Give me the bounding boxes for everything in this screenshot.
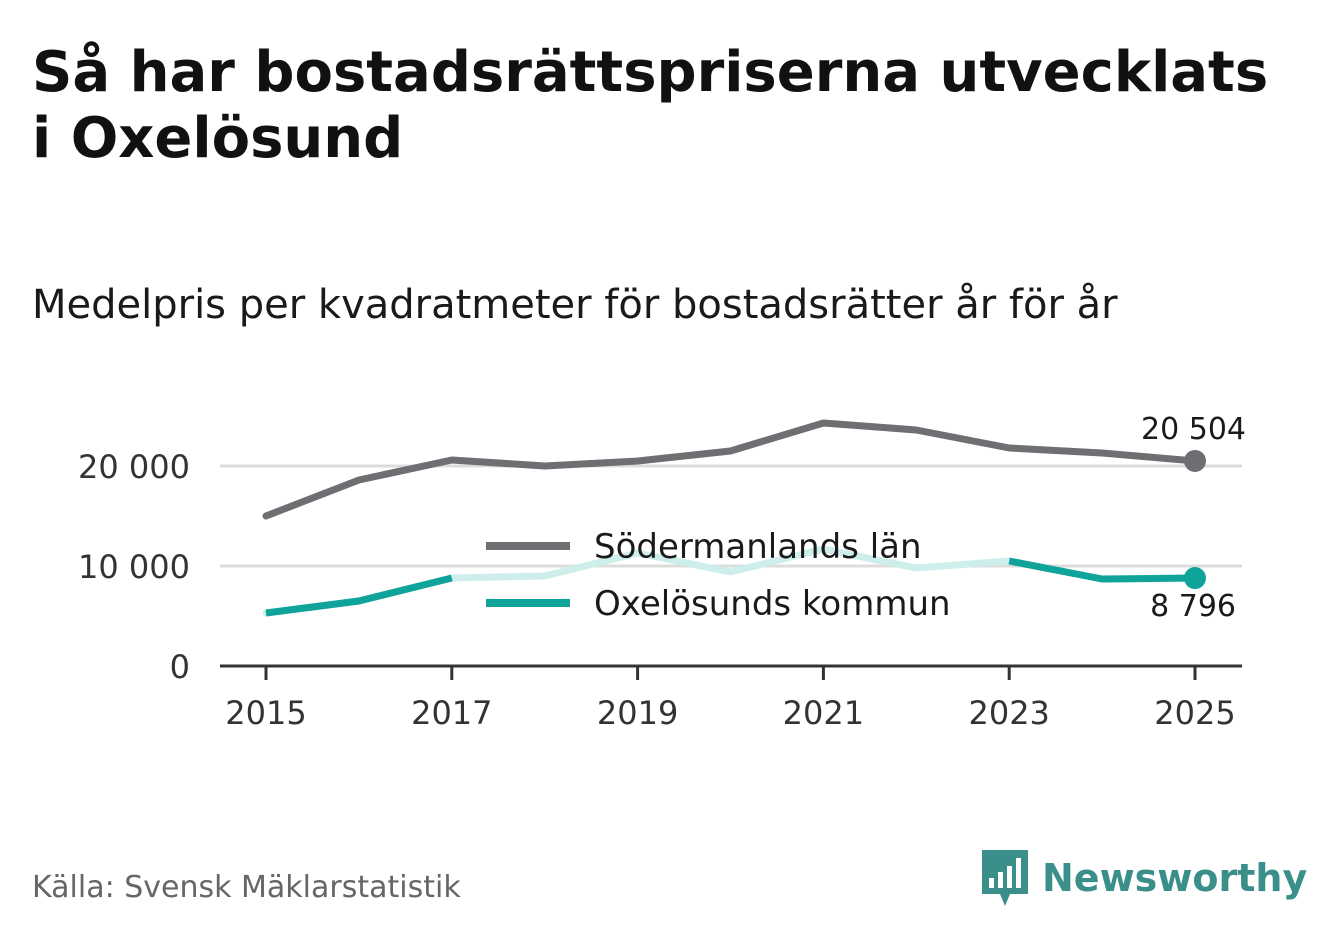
end-labels: 20 504 8 796: [1141, 412, 1246, 624]
series-line-1-segment: [265, 574, 453, 617]
x-tick-label: 2021: [783, 694, 864, 732]
series-end-point-0: [1184, 449, 1206, 472]
legend-label-0: Södermanlands län: [594, 527, 922, 567]
source-note: Källa: Svensk Mäklarstatistik: [32, 870, 461, 905]
legend: Södermanlands län Oxelösunds kommun: [486, 527, 951, 624]
x-tick-label: 2015: [225, 694, 306, 732]
series-lines: [262, 419, 1206, 617]
y-tick-label: 20 000: [78, 448, 190, 486]
x-tick-label: 2017: [411, 694, 492, 732]
x-tick-label: 2025: [1154, 694, 1235, 732]
brand-logo: Newsworthy: [980, 848, 1307, 908]
series-line-1-segment: [1008, 557, 1196, 583]
brand-name: Newsworthy: [1042, 856, 1308, 900]
newsworthy-bar-chart-icon: [982, 850, 1028, 906]
x-tick-label: 2019: [597, 694, 678, 732]
legend-label-1: Oxelösunds kommun: [594, 584, 951, 624]
series-end-point-1: [1184, 567, 1206, 590]
y-tick-label: 10 000: [78, 548, 190, 586]
y-tick-label: 0: [170, 648, 190, 686]
gridlines: [220, 464, 1242, 568]
end-label-0: 20 504: [1141, 412, 1246, 447]
x-tick-label: 2023: [968, 694, 1049, 732]
end-label-1: 8 796: [1150, 589, 1236, 624]
chart-subtitle: Medelpris per kvadratmeter för bostadsrä…: [32, 282, 1118, 328]
axes: 0 10 000 20 000 2015 2017 2019 2021 2023 2025: [78, 448, 1242, 732]
chart-title: Så har bostadsrättspriserna utvecklats i…: [32, 40, 1269, 171]
series-line-0: [262, 419, 1199, 520]
